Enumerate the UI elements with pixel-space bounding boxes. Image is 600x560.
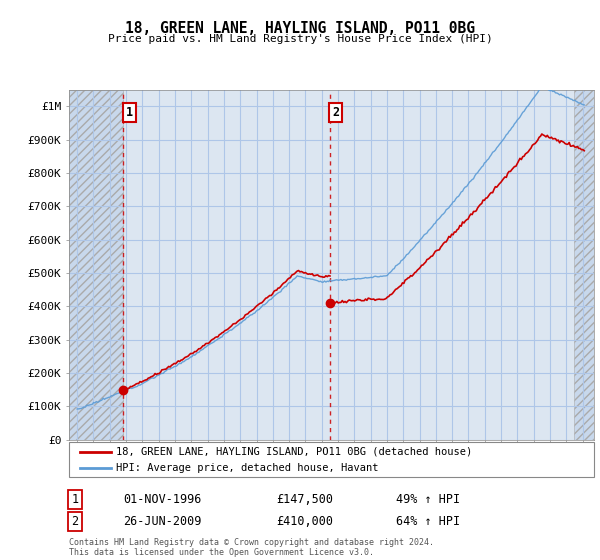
Text: Price paid vs. HM Land Registry's House Price Index (HPI): Price paid vs. HM Land Registry's House … <box>107 34 493 44</box>
Text: 1: 1 <box>71 493 79 506</box>
FancyBboxPatch shape <box>69 442 594 477</box>
Text: 64% ↑ HPI: 64% ↑ HPI <box>396 515 460 529</box>
Text: 1: 1 <box>126 106 133 119</box>
Text: 2: 2 <box>332 106 339 119</box>
Text: 26-JUN-2009: 26-JUN-2009 <box>123 515 202 529</box>
Text: Contains HM Land Registry data © Crown copyright and database right 2024.
This d: Contains HM Land Registry data © Crown c… <box>69 538 434 557</box>
Text: 18, GREEN LANE, HAYLING ISLAND, PO11 0BG (detached house): 18, GREEN LANE, HAYLING ISLAND, PO11 0BG… <box>116 447 473 457</box>
Text: 18, GREEN LANE, HAYLING ISLAND, PO11 0BG: 18, GREEN LANE, HAYLING ISLAND, PO11 0BG <box>125 21 475 36</box>
Text: 01-NOV-1996: 01-NOV-1996 <box>123 493 202 506</box>
Text: 49% ↑ HPI: 49% ↑ HPI <box>396 493 460 506</box>
Text: HPI: Average price, detached house, Havant: HPI: Average price, detached house, Hava… <box>116 463 379 473</box>
Text: £410,000: £410,000 <box>276 515 333 529</box>
Text: 2: 2 <box>71 515 79 529</box>
Text: £147,500: £147,500 <box>276 493 333 506</box>
